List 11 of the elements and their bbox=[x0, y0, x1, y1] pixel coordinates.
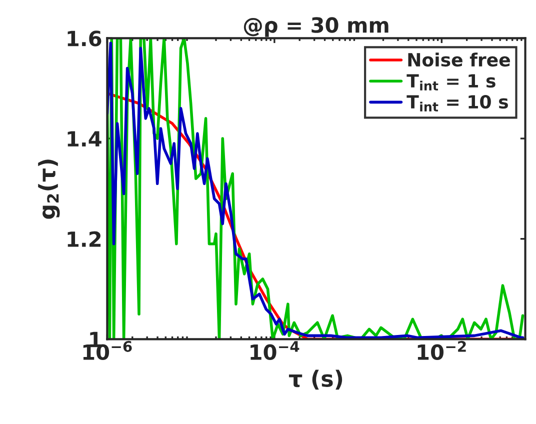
x-tick-label: 10$^{−4}$ bbox=[250, 341, 300, 360]
x-axis-title: τ (s) bbox=[288, 370, 342, 390]
y-tick-label: 1.6 bbox=[68, 30, 102, 46]
x-tick-label: 10$^{−2}$ bbox=[418, 340, 466, 360]
legend-label: Noise free bbox=[408, 52, 510, 67]
y-axis-title: g$_{2}$(τ) bbox=[38, 160, 60, 219]
y-tick-label: 1.4 bbox=[68, 131, 102, 146]
legend-label: T$_{int}$ = 1 s bbox=[406, 74, 496, 90]
y-tick-label: 1.2 bbox=[68, 231, 101, 247]
legend-label: T$_{int}$ = 10 s bbox=[406, 94, 508, 112]
chart-title: @ρ = 30 mm bbox=[244, 17, 388, 37]
